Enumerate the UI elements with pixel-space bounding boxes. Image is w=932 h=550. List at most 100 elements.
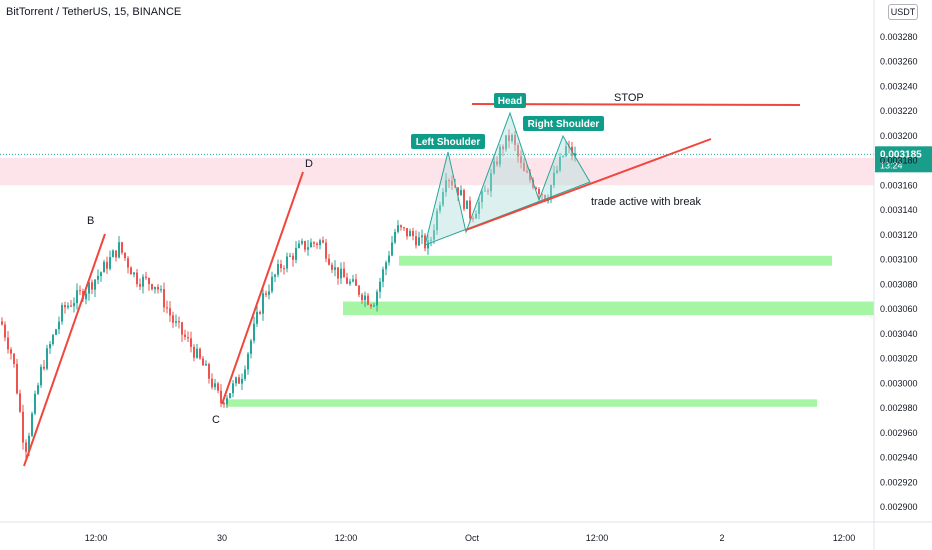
candle-body [289, 255, 291, 257]
candle-body [79, 290, 81, 292]
candle-body [85, 293, 87, 300]
candle-body [145, 276, 147, 278]
trendline [465, 138, 712, 231]
candle-body [157, 286, 159, 290]
candle-body [367, 295, 369, 305]
candle-body [10, 349, 12, 354]
candle-body [481, 191, 483, 203]
y-tick-label: 0.002940 [880, 453, 918, 463]
candle-body [316, 243, 318, 246]
point-label-d: D [305, 158, 313, 170]
candle-body [259, 311, 261, 314]
candle-body [298, 243, 300, 248]
candle-body [514, 134, 516, 146]
candle-body [64, 305, 66, 308]
candle-body [253, 323, 255, 341]
candle-body [7, 337, 9, 350]
candle-body [301, 241, 303, 244]
candle-body [406, 228, 408, 237]
candle-body [457, 187, 459, 196]
x-tick-label: 12:00 [833, 533, 856, 543]
y-tick-label: 0.003020 [880, 354, 918, 364]
tag-head-bg [494, 93, 526, 108]
candle-body [286, 256, 288, 269]
candle-body [226, 398, 228, 405]
candle-body [277, 263, 279, 275]
y-tick-label: 0.002960 [880, 428, 918, 438]
candle-body [184, 334, 186, 338]
candle-body [205, 364, 207, 366]
candle-body [460, 190, 462, 196]
support-zone [226, 399, 817, 407]
y-tick-label: 0.003060 [880, 304, 918, 314]
candle-body [487, 190, 489, 192]
candle-body [331, 264, 333, 270]
candle-body [136, 272, 138, 285]
candle-body [229, 393, 231, 399]
candle-body [328, 258, 330, 265]
y-tick-label: 0.003240 [880, 81, 918, 91]
x-tick-label: 12:00 [586, 533, 609, 543]
candle-body [61, 305, 63, 322]
candle-body [505, 135, 507, 150]
candle-body [106, 261, 108, 269]
candle-body [217, 383, 219, 391]
candle-body [511, 134, 513, 141]
candle-body [280, 263, 282, 269]
candle-body [346, 277, 348, 284]
candle-body [319, 240, 321, 246]
candle-body [364, 295, 366, 301]
candle-body [73, 303, 75, 307]
candle-body [307, 247, 309, 250]
candle-body [412, 230, 414, 237]
candle-body [190, 338, 192, 347]
candle-body [139, 284, 141, 287]
point-label-b: B [87, 215, 94, 227]
candle-body [169, 308, 171, 316]
y-tick-label: 0.003000 [880, 378, 918, 388]
y-tick-label: 0.003280 [880, 32, 918, 42]
candle-body [76, 290, 78, 304]
candle-body [349, 281, 351, 284]
candle-body [295, 247, 297, 260]
candle-body [43, 366, 45, 369]
candle-body [22, 411, 24, 443]
candle-body [88, 282, 90, 294]
candle-body [562, 155, 564, 157]
x-tick-label: 30 [217, 533, 227, 543]
y-tick-label: 0.002980 [880, 403, 918, 413]
candle-body [37, 385, 39, 394]
candle-body [256, 311, 258, 324]
candle-body [556, 170, 558, 173]
candle-body [154, 286, 156, 290]
candle-body [13, 353, 15, 364]
candle-body [133, 272, 135, 275]
candle-body [172, 315, 174, 323]
candle-body [211, 378, 213, 388]
candle-body [160, 289, 162, 291]
candle-body [46, 348, 48, 369]
candle-body [100, 272, 102, 277]
candle-body [220, 390, 222, 404]
x-tick-label: 12:00 [335, 533, 358, 543]
candle-body [475, 213, 477, 219]
y-tick-label: 0.003180 [880, 156, 918, 166]
candle-body [271, 276, 273, 292]
candle-body [373, 305, 375, 307]
y-tick-label: 0.003160 [880, 180, 918, 190]
currency-button[interactable]: USDT [888, 4, 918, 20]
candle-body [397, 225, 399, 232]
candle-body [181, 322, 183, 335]
candle-body [166, 307, 168, 309]
candle-body [400, 225, 402, 228]
candle-body [322, 240, 324, 243]
candle-body [463, 190, 465, 209]
candle-body [244, 369, 246, 379]
candle-body [376, 291, 378, 306]
candle-body [544, 195, 546, 202]
candle-body [421, 235, 423, 238]
candle-body [1, 321, 3, 325]
candle-body [292, 255, 294, 260]
trendlines-layer[interactable] [23, 103, 801, 467]
